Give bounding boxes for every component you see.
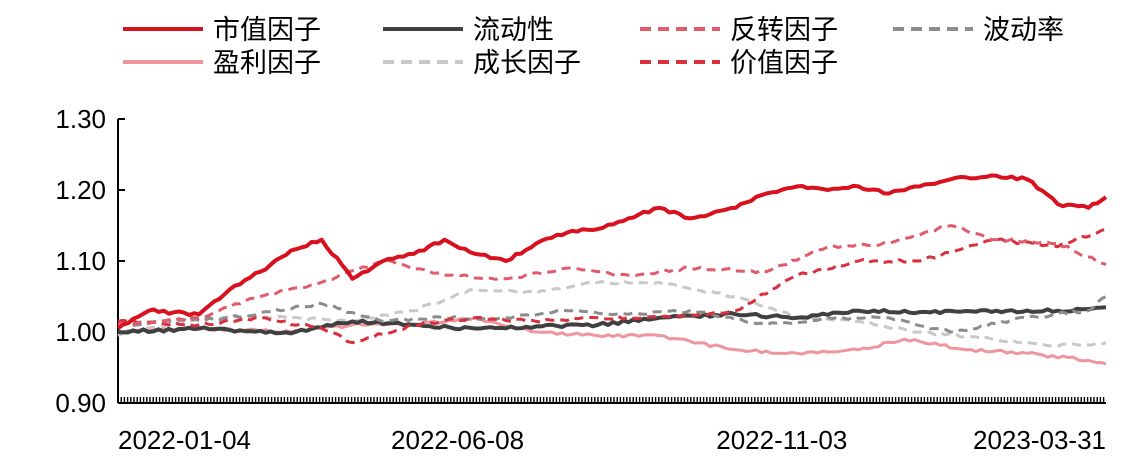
- x-axis: 2022-01-04 2022-06-08 2022-11-03 2023-03-31: [117, 397, 1106, 455]
- y-axis: 0.90 1.00 1.10 1.20 1.30: [55, 104, 125, 418]
- x-tick-label: 2023-03-31: [973, 425, 1106, 455]
- series-line-3: [117, 295, 1107, 334]
- legend-label-3: 波动率: [983, 15, 1064, 46]
- y-tick-label: 1.10: [55, 246, 106, 276]
- y-tick-label: 0.90: [55, 388, 106, 418]
- x-tick-label: 2022-01-04: [118, 425, 251, 455]
- legend-label-4: 盈利因子: [213, 48, 321, 79]
- series-line-6: [117, 227, 1107, 345]
- legend-label-2: 反转因子: [730, 15, 838, 46]
- y-tick-label: 1.20: [55, 175, 106, 205]
- x-tick-label: 2022-11-03: [716, 425, 847, 455]
- series-line-2: [117, 224, 1107, 327]
- series-line-0: [116, 173, 1108, 331]
- plot-area: [116, 173, 1108, 366]
- legend-label-0: 市值因子: [213, 15, 321, 46]
- series-line-5: [117, 279, 1107, 348]
- x-axis-daily-ticks: [117, 397, 1105, 403]
- legend-label-5: 成长因子: [473, 48, 581, 79]
- legend-label-1: 流动性: [473, 15, 554, 46]
- series-line-1: [117, 305, 1107, 336]
- y-tick-label: 1.30: [55, 104, 106, 134]
- y-tick-label: 1.00: [55, 317, 106, 347]
- legend-label-6: 价值因子: [730, 48, 838, 79]
- x-tick-label: 2022-06-08: [391, 425, 524, 455]
